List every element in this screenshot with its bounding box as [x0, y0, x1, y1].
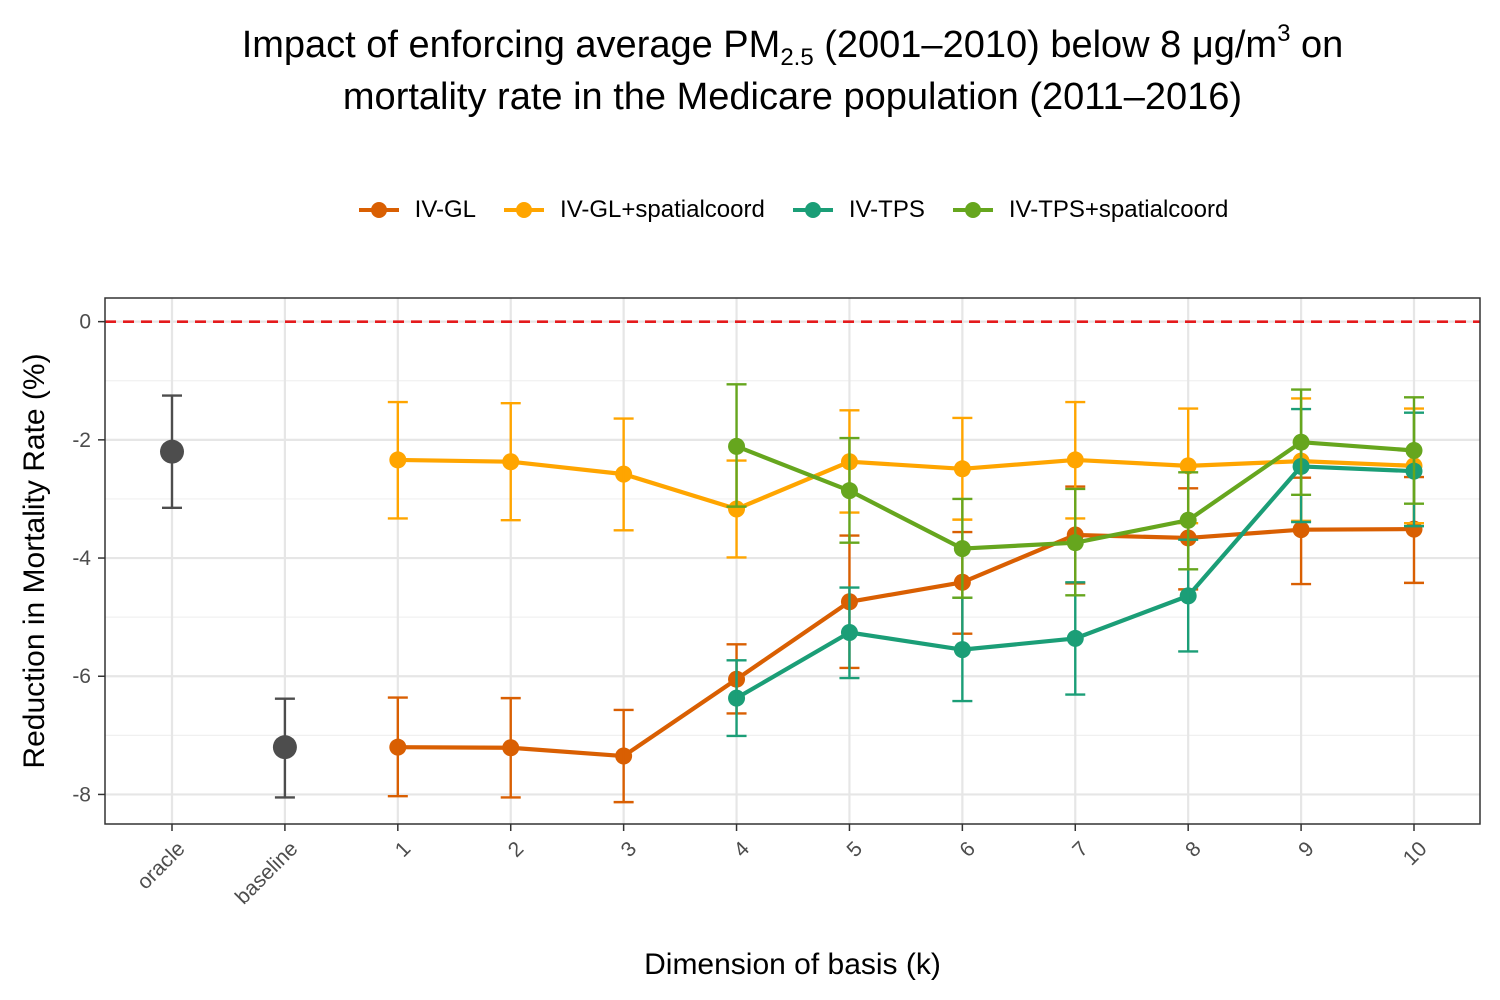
y-axis-title: Reduction in Mortality Rate (%) — [18, 353, 51, 768]
point-oracle — [160, 439, 184, 464]
errorbar-iv-gl — [500, 696, 521, 799]
x-tick-label: 1 — [391, 837, 416, 862]
legend-key-point — [370, 202, 387, 218]
y-tick-label: -2 — [72, 429, 91, 452]
plot-border — [104, 297, 1481, 825]
x-tick-label: 3 — [617, 837, 642, 862]
legend-item-iv-tps: IV-TPS — [791, 196, 925, 224]
errorbar-iv-tps-spatialcoord — [726, 383, 747, 508]
line-iv-gl-spatialcoord — [397, 457, 1415, 512]
errorbar-iv-gl-spatialcoord — [387, 400, 408, 520]
errorbar-iv-tps-spatialcoord — [1404, 396, 1424, 505]
x-tick-label: baseline — [231, 837, 303, 909]
errorbar-iv-gl-spatialcoord — [500, 402, 521, 522]
title-superscript: 3 — [1277, 20, 1291, 47]
legend-key-point — [964, 202, 981, 218]
x-tick-label: 10 — [1399, 837, 1432, 870]
title-text-a: Impact of enforcing average PM — [241, 24, 781, 66]
y-tick-label: -8 — [72, 783, 91, 806]
errorbar-iv-tps — [726, 659, 747, 738]
chart-title-line-1: Impact of enforcing average PM2.5 (2001–… — [85, 18, 1500, 73]
errorbar-iv-tps-spatialcoord — [1291, 388, 1312, 497]
errorbar-iv-tps — [839, 586, 860, 680]
errorbar-iv-tps-spatialcoord — [1065, 487, 1086, 597]
title-text-c: on — [1290, 24, 1344, 66]
y-tick-label: 0 — [79, 311, 91, 334]
errorbar-iv-gl — [387, 696, 408, 798]
point-baseline — [272, 735, 297, 760]
errorbar-iv-tps-spatialcoord — [1178, 471, 1199, 571]
x-tick-label: 8 — [1181, 837, 1206, 862]
legend-label: IV-GL+spatialcoord — [560, 196, 765, 223]
legend-key-iv-tps-spatialcoord — [952, 202, 993, 218]
title-text-b: (2001–2010) below 8 μg/m — [813, 24, 1278, 66]
x-tick-label: oracle — [133, 837, 190, 894]
y-tick-label: -6 — [72, 665, 91, 688]
legend-key-point — [804, 202, 821, 218]
legend-label: IV-TPS — [848, 196, 925, 223]
plot-panel — [105, 298, 1480, 824]
x-tick-label: 9 — [1294, 837, 1319, 862]
errorbar-iv-gl — [613, 708, 634, 804]
x-tick-label: 5 — [842, 837, 867, 862]
y-tick-label: -4 — [72, 547, 91, 570]
legend-key-iv-gl — [358, 202, 399, 218]
chart-title-line-2: mortality rate in the Medicare populatio… — [342, 76, 1243, 119]
legend-item-iv-gl: IV-GL — [357, 196, 476, 224]
legend-item-iv-gl-spatialcoord: IV-GL+spatialcoord — [502, 196, 765, 224]
errorbar-iv-tps-spatialcoord — [839, 436, 860, 544]
legend-label: IV-GL — [414, 196, 477, 223]
legend-key-iv-tps — [792, 202, 833, 218]
legend-key-point — [516, 202, 533, 218]
chart-legend: IV-GL IV-GL+spatialcoord IV-TPS IV-TPS+spat… — [0, 196, 1500, 224]
chart-title: Impact of enforcing average PM2.5 (2001–… — [0, 18, 1500, 123]
title-subscript: 2.5 — [780, 44, 814, 71]
legend-key-iv-gl-spatialcoord — [504, 202, 545, 218]
x-axis-title: Dimension of basis (k) — [644, 948, 941, 981]
x-tick-label: 6 — [955, 837, 980, 862]
legend-item-iv-tps-spatialcoord: IV-TPS+spatialcoord — [951, 196, 1228, 224]
x-tick-label: 2 — [504, 837, 529, 862]
x-tick-label: 4 — [730, 837, 755, 862]
legend-label: IV-TPS+spatialcoord — [1008, 196, 1229, 223]
errorbar-iv-tps-spatialcoord — [952, 497, 973, 599]
errorbar-iv-gl-spatialcoord — [613, 417, 634, 532]
x-tick-label: 7 — [1068, 837, 1093, 862]
